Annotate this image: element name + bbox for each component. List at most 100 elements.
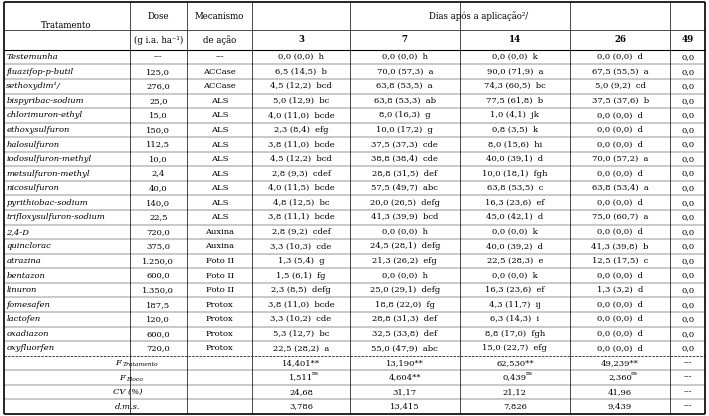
Text: lactofen: lactofen xyxy=(6,315,40,323)
Text: Mecanismo: Mecanismo xyxy=(195,12,245,20)
Text: 16,3 (23,6)  ef: 16,3 (23,6) ef xyxy=(485,199,545,207)
Text: 8,0 (15,6)  hi: 8,0 (15,6) hi xyxy=(488,141,542,149)
Text: 55,0 (47,9)  abc: 55,0 (47,9) abc xyxy=(372,344,438,352)
Text: 112,5: 112,5 xyxy=(146,141,170,149)
Text: 10,0 (18,1)  fgh: 10,0 (18,1) fgh xyxy=(482,170,547,178)
Text: 15,0 (22,7)  efg: 15,0 (22,7) efg xyxy=(482,344,547,352)
Text: 31,17: 31,17 xyxy=(393,388,417,396)
Text: 38,8 (38,4)  cde: 38,8 (38,4) cde xyxy=(372,155,438,163)
Text: Testemunha: Testemunha xyxy=(6,53,58,61)
Text: 5,3 (12,7)  bc: 5,3 (12,7) bc xyxy=(273,330,329,338)
Text: 1,0 (4,1)  jk: 1,0 (4,1) jk xyxy=(491,111,540,119)
Text: 0,0 (0,0)  d: 0,0 (0,0) d xyxy=(597,315,643,323)
Text: Foto II: Foto II xyxy=(206,272,234,280)
Text: bentazon: bentazon xyxy=(6,272,45,280)
Text: 120,0: 120,0 xyxy=(147,315,170,323)
Text: iodosulfuron-methyl: iodosulfuron-methyl xyxy=(6,155,91,163)
Text: 3,3 (10,3)  cde: 3,3 (10,3) cde xyxy=(270,243,332,250)
Text: ---: --- xyxy=(216,53,224,61)
Text: 0,0: 0,0 xyxy=(681,170,695,178)
Text: ---: --- xyxy=(683,388,692,396)
Text: metsulfuron-methyl: metsulfuron-methyl xyxy=(6,170,90,178)
Text: 45,0 (42,1)  d: 45,0 (42,1) d xyxy=(486,213,543,221)
Text: 150,0: 150,0 xyxy=(146,126,170,134)
Text: Protox: Protox xyxy=(206,301,233,309)
Text: 2,3 (8,5)  defg: 2,3 (8,5) defg xyxy=(271,286,331,294)
Text: d.m.s.: d.m.s. xyxy=(116,403,140,411)
Text: 25,0 (29,1)  defg: 25,0 (29,1) defg xyxy=(369,286,440,294)
Text: 15,0: 15,0 xyxy=(149,111,167,119)
Text: 140,0: 140,0 xyxy=(146,199,170,207)
Text: 40,0 (39,1)  d: 40,0 (39,1) d xyxy=(486,155,543,163)
Text: Dose: Dose xyxy=(147,12,169,20)
Text: 0,0: 0,0 xyxy=(681,184,695,192)
Text: 1.350,0: 1.350,0 xyxy=(143,286,174,294)
Text: ALS: ALS xyxy=(211,97,228,105)
Text: 0,0 (0,0)  k: 0,0 (0,0) k xyxy=(492,228,537,236)
Text: 4,8 (12,5)  bc: 4,8 (12,5) bc xyxy=(273,199,329,207)
Text: 41,3 (39,8)  b: 41,3 (39,8) b xyxy=(591,243,649,250)
Text: 13,190**: 13,190** xyxy=(386,359,424,367)
Text: 7,826: 7,826 xyxy=(503,403,527,411)
Text: linuron: linuron xyxy=(6,286,37,294)
Text: 18,8 (22,0)  fg: 18,8 (22,0) fg xyxy=(375,301,435,309)
Text: 3,8 (11,0)  bcde: 3,8 (11,0) bcde xyxy=(268,141,335,149)
Text: 4,3 (11,7)  ij: 4,3 (11,7) ij xyxy=(489,301,541,309)
Text: 0,0: 0,0 xyxy=(681,301,695,309)
Text: 0,0 (0,0)  d: 0,0 (0,0) d xyxy=(597,344,643,352)
Text: ns: ns xyxy=(631,371,637,376)
Text: ---: --- xyxy=(683,374,692,381)
Text: 0,0 (0,0)  h: 0,0 (0,0) h xyxy=(381,272,428,280)
Text: 0,0: 0,0 xyxy=(681,257,695,265)
Text: 90,0 (71,9)  a: 90,0 (71,9) a xyxy=(486,68,543,76)
Text: 6,5 (14,5)  b: 6,5 (14,5) b xyxy=(275,68,327,76)
Text: 276,0: 276,0 xyxy=(147,82,170,90)
Text: 3: 3 xyxy=(298,35,304,45)
Text: 63,8 (53,4)  a: 63,8 (53,4) a xyxy=(592,184,649,192)
Text: 0,0: 0,0 xyxy=(681,68,695,76)
Text: 16,3 (23,6)  ef: 16,3 (23,6) ef xyxy=(485,286,545,294)
Text: 2,3 (8,4)  efg: 2,3 (8,4) efg xyxy=(274,126,328,134)
Text: 0,0: 0,0 xyxy=(681,155,695,163)
Text: 0,8 (3,5)  k: 0,8 (3,5) k xyxy=(492,126,538,134)
Text: 2,8 (9,3)  cdef: 2,8 (9,3) cdef xyxy=(272,170,330,178)
Text: ---: --- xyxy=(683,359,692,367)
Text: 2,4-D: 2,4-D xyxy=(6,228,29,236)
Text: 70,0 (57,2)  a: 70,0 (57,2) a xyxy=(592,155,648,163)
Text: (g i.a. ha⁻¹): (g i.a. ha⁻¹) xyxy=(133,35,183,45)
Text: 22,5 (28,2)  a: 22,5 (28,2) a xyxy=(273,344,329,352)
Text: 14,401**: 14,401** xyxy=(282,359,320,367)
Text: F: F xyxy=(118,374,125,381)
Text: Bloco: Bloco xyxy=(126,377,143,382)
Text: ALS: ALS xyxy=(211,141,228,149)
Text: 0,0: 0,0 xyxy=(681,53,695,61)
Text: 0,0 (0,0)  d: 0,0 (0,0) d xyxy=(597,53,643,61)
Text: fluazifop-p-butil: fluazifop-p-butil xyxy=(6,68,74,76)
Text: 4,0 (11,5)  bcde: 4,0 (11,5) bcde xyxy=(268,184,335,192)
Text: 24,68: 24,68 xyxy=(289,388,313,396)
Text: 25,0: 25,0 xyxy=(149,97,167,105)
Text: 22,5 (28,3)  e: 22,5 (28,3) e xyxy=(486,257,543,265)
Text: sethoxydim¹/: sethoxydim¹/ xyxy=(6,82,61,90)
Text: 0,0 (0,0)  k: 0,0 (0,0) k xyxy=(492,272,537,280)
Text: Auxina: Auxina xyxy=(205,228,234,236)
Text: fomesafen: fomesafen xyxy=(6,301,50,309)
Text: 8,8 (17,0)  fgh: 8,8 (17,0) fgh xyxy=(485,330,545,338)
Text: 67,5 (55,5)  a: 67,5 (55,5) a xyxy=(592,68,649,76)
Text: 12,5 (17,5)  c: 12,5 (17,5) c xyxy=(592,257,648,265)
Text: atrazina: atrazina xyxy=(6,257,41,265)
Text: 0,0: 0,0 xyxy=(681,286,695,294)
Text: 0,0: 0,0 xyxy=(681,199,695,207)
Text: 0,0: 0,0 xyxy=(681,315,695,323)
Text: ALS: ALS xyxy=(211,111,228,119)
Text: 125,0: 125,0 xyxy=(146,68,170,76)
Text: 40,0 (39,2)  d: 40,0 (39,2) d xyxy=(486,243,543,250)
Text: ---: --- xyxy=(154,53,162,61)
Text: chlorimuron-ethyl: chlorimuron-ethyl xyxy=(6,111,82,119)
Text: 32,5 (33,8)  def: 32,5 (33,8) def xyxy=(372,330,437,338)
Text: ACCase: ACCase xyxy=(203,68,236,76)
Text: 75,0 (60,7)  a: 75,0 (60,7) a xyxy=(592,213,648,221)
Text: ALS: ALS xyxy=(211,213,228,221)
Text: 10,0 (17,2)  g: 10,0 (17,2) g xyxy=(376,126,433,134)
Text: 4,5 (12,2)  bcd: 4,5 (12,2) bcd xyxy=(270,82,332,90)
